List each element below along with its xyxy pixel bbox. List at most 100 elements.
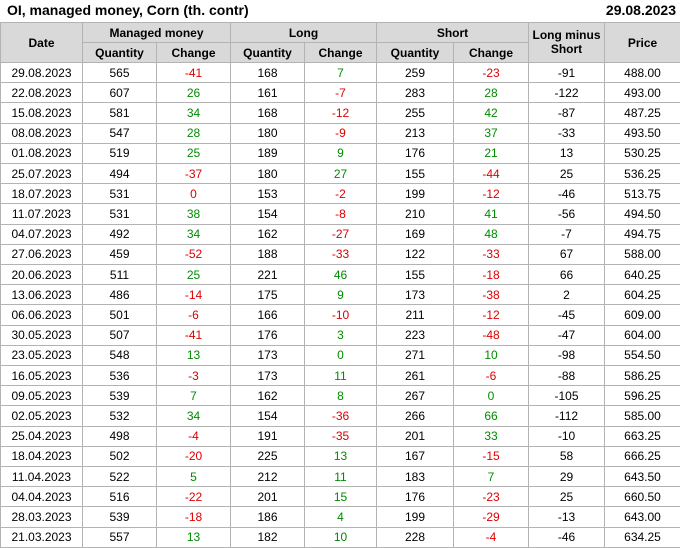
long-quantity-cell: 168 <box>230 61 305 84</box>
col-header-date: Date <box>0 22 83 63</box>
price-cell: 494.75 <box>604 223 680 245</box>
short-quantity-cell: 228 <box>376 526 455 548</box>
long-quantity-cell: 225 <box>230 445 305 468</box>
managed-money-change-cell: 34 <box>156 405 231 427</box>
managed-money-change-cell: -52 <box>156 243 231 266</box>
short-change-cell: -4 <box>453 526 530 548</box>
price-cell: 585.00 <box>604 405 680 427</box>
col-header-managed-money: Managed money <box>82 22 231 43</box>
long-quantity-cell: 189 <box>230 142 305 165</box>
col-header-long: Long <box>229 22 378 43</box>
short-change-cell: -12 <box>453 183 530 205</box>
report-title: OI, managed money, Corn (th. contr) <box>7 2 249 18</box>
short-quantity-cell: 122 <box>376 243 455 266</box>
table-row: 01.08.2023 519 25 189 9 176 21 13 530.25 <box>0 142 680 165</box>
managed-money-quantity-cell: 548 <box>82 344 157 367</box>
long-change-cell: 11 <box>303 365 378 387</box>
table-row: 21.03.2023 557 13 182 10 228 -4 -46 634.25 <box>0 526 680 548</box>
short-quantity-cell: 266 <box>376 405 455 427</box>
date-cell: 18.04.2023 <box>0 445 83 468</box>
table-row: 11.07.2023 531 38 154 -8 210 41 -56 494.50 <box>0 203 680 225</box>
managed-money-change-cell: -20 <box>156 445 231 468</box>
long-quantity-cell: 188 <box>230 243 305 266</box>
short-quantity-cell: 155 <box>376 163 455 185</box>
long-quantity-cell: 154 <box>230 203 305 225</box>
price-cell: 663.25 <box>604 425 680 447</box>
price-cell: 494.50 <box>604 203 680 225</box>
managed-money-quantity-cell: 498 <box>82 425 157 447</box>
long-quantity-cell: 173 <box>230 344 305 367</box>
date-cell: 13.06.2023 <box>0 284 83 306</box>
short-change-cell: 33 <box>453 425 530 447</box>
date-cell: 08.08.2023 <box>0 122 83 144</box>
price-cell: 643.50 <box>604 466 680 488</box>
table-row: 04.04.2023 516 -22 201 15 176 -23 25 660.50 <box>0 486 680 508</box>
short-quantity-cell: 183 <box>376 466 455 488</box>
long-change-cell: 4 <box>303 506 378 528</box>
long-quantity-cell: 221 <box>230 264 305 286</box>
long-minus-short-cell: 67 <box>528 243 606 266</box>
short-change-cell: -6 <box>453 365 530 387</box>
long-quantity-cell: 162 <box>230 223 305 245</box>
long-change-cell: -33 <box>303 243 378 266</box>
long-minus-short-cell: -98 <box>528 344 606 367</box>
long-quantity-cell: 161 <box>230 82 305 104</box>
short-quantity-cell: 176 <box>376 486 455 508</box>
long-minus-short-cell: -87 <box>528 102 606 124</box>
short-change-cell: -44 <box>453 163 530 185</box>
header-row-groups: Date Managed money Long Short Long minus… <box>0 22 680 63</box>
managed-money-change-cell: 38 <box>156 203 231 225</box>
table-row: 15.08.2023 581 34 168 -12 255 42 -87 487.25 <box>0 102 680 124</box>
long-minus-short-cell: 58 <box>528 445 606 468</box>
table-row: 06.06.2023 501 -6 166 -10 211 -12 -45 609.00 <box>0 304 680 326</box>
long-minus-short-cell: -46 <box>528 183 606 205</box>
date-cell: 22.08.2023 <box>0 82 83 104</box>
managed-money-quantity-cell: 607 <box>82 82 157 104</box>
long-change-cell: 7 <box>303 61 378 84</box>
date-cell: 16.05.2023 <box>0 365 83 387</box>
date-cell: 27.06.2023 <box>0 243 83 266</box>
managed-money-change-cell: 25 <box>156 142 231 165</box>
short-change-cell: 21 <box>453 142 530 165</box>
short-change-cell: 41 <box>453 203 530 225</box>
price-cell: 666.25 <box>604 445 680 468</box>
long-change-cell: 27 <box>303 163 378 185</box>
price-cell: 643.00 <box>604 506 680 528</box>
long-minus-short-cell: -88 <box>528 365 606 387</box>
long-quantity-cell: 180 <box>230 163 305 185</box>
managed-money-quantity-cell: 519 <box>82 142 157 165</box>
long-change-cell: 0 <box>303 344 378 367</box>
short-change-cell: -29 <box>453 506 530 528</box>
price-cell: 588.00 <box>604 243 680 266</box>
managed-money-quantity-cell: 547 <box>82 122 157 144</box>
managed-money-quantity-cell: 581 <box>82 102 157 124</box>
col-header-short: Short <box>376 22 530 43</box>
long-quantity-cell: 191 <box>230 425 305 447</box>
short-quantity-cell: 210 <box>376 203 455 225</box>
short-change-cell: 66 <box>453 405 530 427</box>
date-cell: 25.04.2023 <box>0 425 83 447</box>
col-subheader-managed-money-quantity: Quantity <box>82 42 157 63</box>
table-row: 28.03.2023 539 -18 186 4 199 -29 -13 643.00 <box>0 506 680 528</box>
date-cell: 04.07.2023 <box>0 223 83 245</box>
managed-money-quantity-cell: 492 <box>82 223 157 245</box>
short-quantity-cell: 201 <box>376 425 455 447</box>
long-minus-short-cell: -112 <box>528 405 606 427</box>
short-change-cell: 10 <box>453 344 530 367</box>
long-change-cell: -27 <box>303 223 378 245</box>
long-quantity-cell: 168 <box>230 102 305 124</box>
short-quantity-cell: 176 <box>376 142 455 165</box>
short-quantity-cell: 155 <box>376 264 455 286</box>
short-change-cell: -12 <box>453 304 530 326</box>
price-cell: 604.00 <box>604 324 680 346</box>
date-cell: 11.04.2023 <box>0 466 83 488</box>
table-body: 29.08.2023 565 -41 168 7 259 -23 -91 488.00 22.08… <box>0 61 680 548</box>
price-cell: 513.75 <box>604 183 680 205</box>
long-minus-short-cell: 2 <box>528 284 606 306</box>
long-quantity-cell: 173 <box>230 365 305 387</box>
managed-money-change-cell: -37 <box>156 163 231 185</box>
price-cell: 586.25 <box>604 365 680 387</box>
long-quantity-cell: 153 <box>230 183 305 205</box>
short-change-cell: 0 <box>453 385 530 407</box>
date-cell: 28.03.2023 <box>0 506 83 528</box>
